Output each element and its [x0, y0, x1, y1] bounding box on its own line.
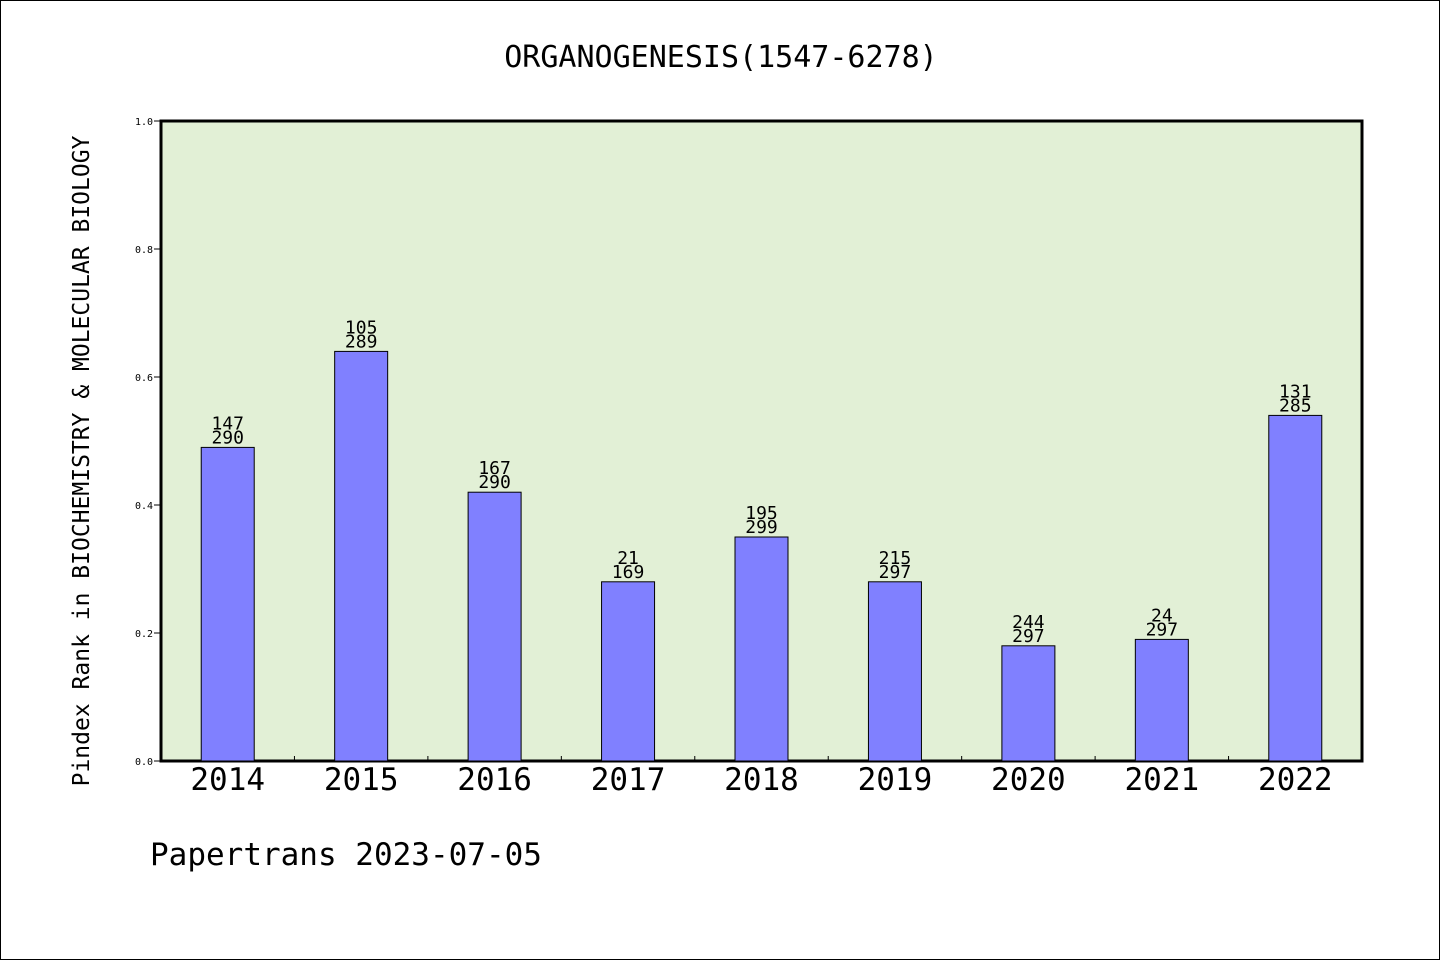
- x-tick-label: 2017: [591, 762, 666, 798]
- bar-label-top: 244: [1012, 612, 1045, 633]
- bar-label-top: 21: [617, 548, 639, 569]
- x-tick-label: 2022: [1258, 762, 1333, 798]
- x-tick-label: 2014: [190, 762, 265, 798]
- bar-label-top: 105: [345, 317, 378, 338]
- x-tick-label: 2015: [324, 762, 399, 798]
- bar-label-top: 167: [478, 458, 511, 479]
- y-axis-label: Pindex Rank in BIOCHEMISTRY & MOLECULAR …: [69, 135, 95, 786]
- y-tick-label: 0.4: [135, 501, 153, 512]
- bars-group: [200, 350, 1323, 762]
- bar-label-top: 24: [1151, 605, 1173, 626]
- x-tick-labels-group: 2014 2015 2016 2017 2018 2019 2020 2021 2022: [190, 762, 1332, 798]
- x-tick-label: 2018: [724, 762, 799, 798]
- y-tick-label: 0.6: [135, 373, 153, 384]
- bar-2017: [601, 581, 656, 762]
- bar-2020: [1001, 645, 1056, 762]
- y-tick-label: 1.0: [135, 117, 153, 128]
- bar-label-bottom: 299: [745, 517, 778, 538]
- bar-label-top: 147: [211, 413, 244, 434]
- bar-2022: [1268, 414, 1323, 762]
- bar-label-top: 215: [879, 548, 912, 569]
- bar-label-bottom: 290: [211, 427, 244, 448]
- bar-2014: [200, 446, 255, 762]
- y-axis-ticks: 0.0 0.2 0.4 0.6 0.8 1.0: [135, 117, 161, 768]
- x-tick-label: 2019: [858, 762, 933, 798]
- x-tick-label: 2021: [1125, 762, 1200, 798]
- x-tick-label: 2020: [991, 762, 1066, 798]
- bar-2018: [734, 536, 789, 762]
- bar-labels-group: 1472901052891672902116919529921529724429…: [211, 317, 1311, 646]
- bar-label-bottom: 297: [879, 562, 912, 583]
- bar-label-top: 131: [1279, 381, 1312, 402]
- x-tick-label: 2016: [457, 762, 532, 798]
- y-tick-label: 0.0: [135, 757, 153, 768]
- bar-label-bottom: 289: [345, 331, 378, 352]
- chart-title: ORGANOGENESIS(1547-6278): [504, 40, 937, 75]
- y-tick-label: 0.8: [135, 245, 153, 256]
- bar-2015: [334, 350, 389, 762]
- bar-label-bottom: 285: [1279, 395, 1312, 416]
- y-tick-label: 0.2: [135, 629, 153, 640]
- footer-credit: Papertrans 2023-07-05: [150, 837, 542, 873]
- bar-label-bottom: 297: [1012, 626, 1045, 647]
- bar-2019: [867, 581, 922, 762]
- bar-label-bottom: 297: [1146, 619, 1179, 640]
- bar-label-bottom: 290: [478, 472, 511, 493]
- bar-2021: [1134, 638, 1189, 762]
- bar-label-top: 195: [745, 503, 778, 524]
- bar-2016: [467, 491, 522, 762]
- x-axis-ticks: [293, 756, 1230, 761]
- bar-label-bottom: 169: [612, 562, 645, 583]
